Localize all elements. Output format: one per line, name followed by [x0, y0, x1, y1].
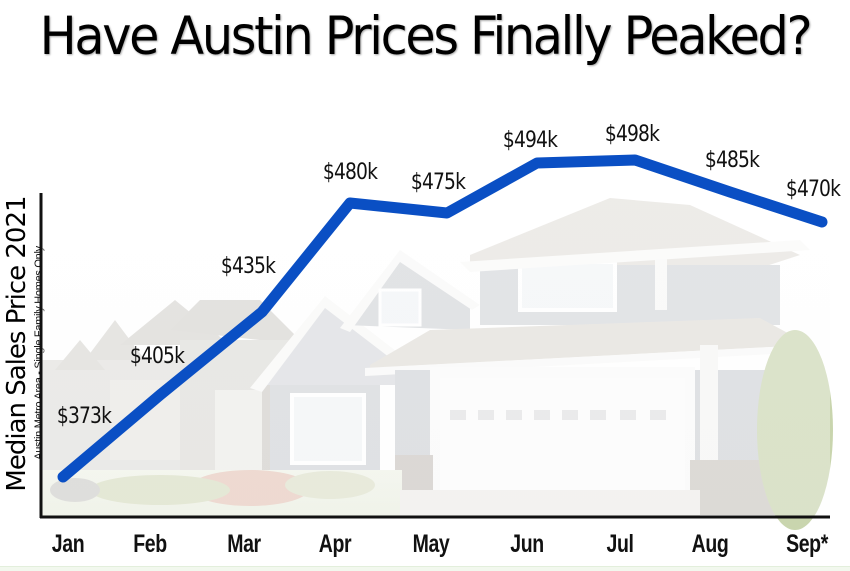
bottom-divider [0, 566, 850, 571]
x-tick-sep: Sep* [786, 530, 828, 558]
x-tick-aug: Aug [691, 530, 729, 558]
x-tick-mar: Mar [227, 530, 261, 558]
x-tick-may: May [412, 530, 450, 558]
x-tick-feb: Feb [133, 530, 167, 558]
price-line [57, 154, 828, 483]
chart-title: Have Austin Prices Finally Peaked? [39, 6, 813, 67]
x-tick-jul: Jul [606, 530, 634, 558]
data-label-mar: $435k [220, 254, 276, 279]
data-label-jul: $498k [604, 122, 660, 147]
data-label-aug: $485k [704, 148, 760, 173]
data-label-jan: $373k [56, 404, 112, 429]
data-label-may: $475k [410, 170, 466, 195]
data-label-jun: $494k [502, 128, 558, 153]
x-tick-jun: Jun [510, 530, 544, 558]
x-tick-jan: Jan [51, 530, 85, 558]
data-label-apr: $480k [322, 160, 378, 185]
data-label-feb: $405k [129, 344, 185, 369]
x-tick-apr: Apr [318, 530, 352, 558]
data-label-sep: $470k [785, 177, 841, 202]
